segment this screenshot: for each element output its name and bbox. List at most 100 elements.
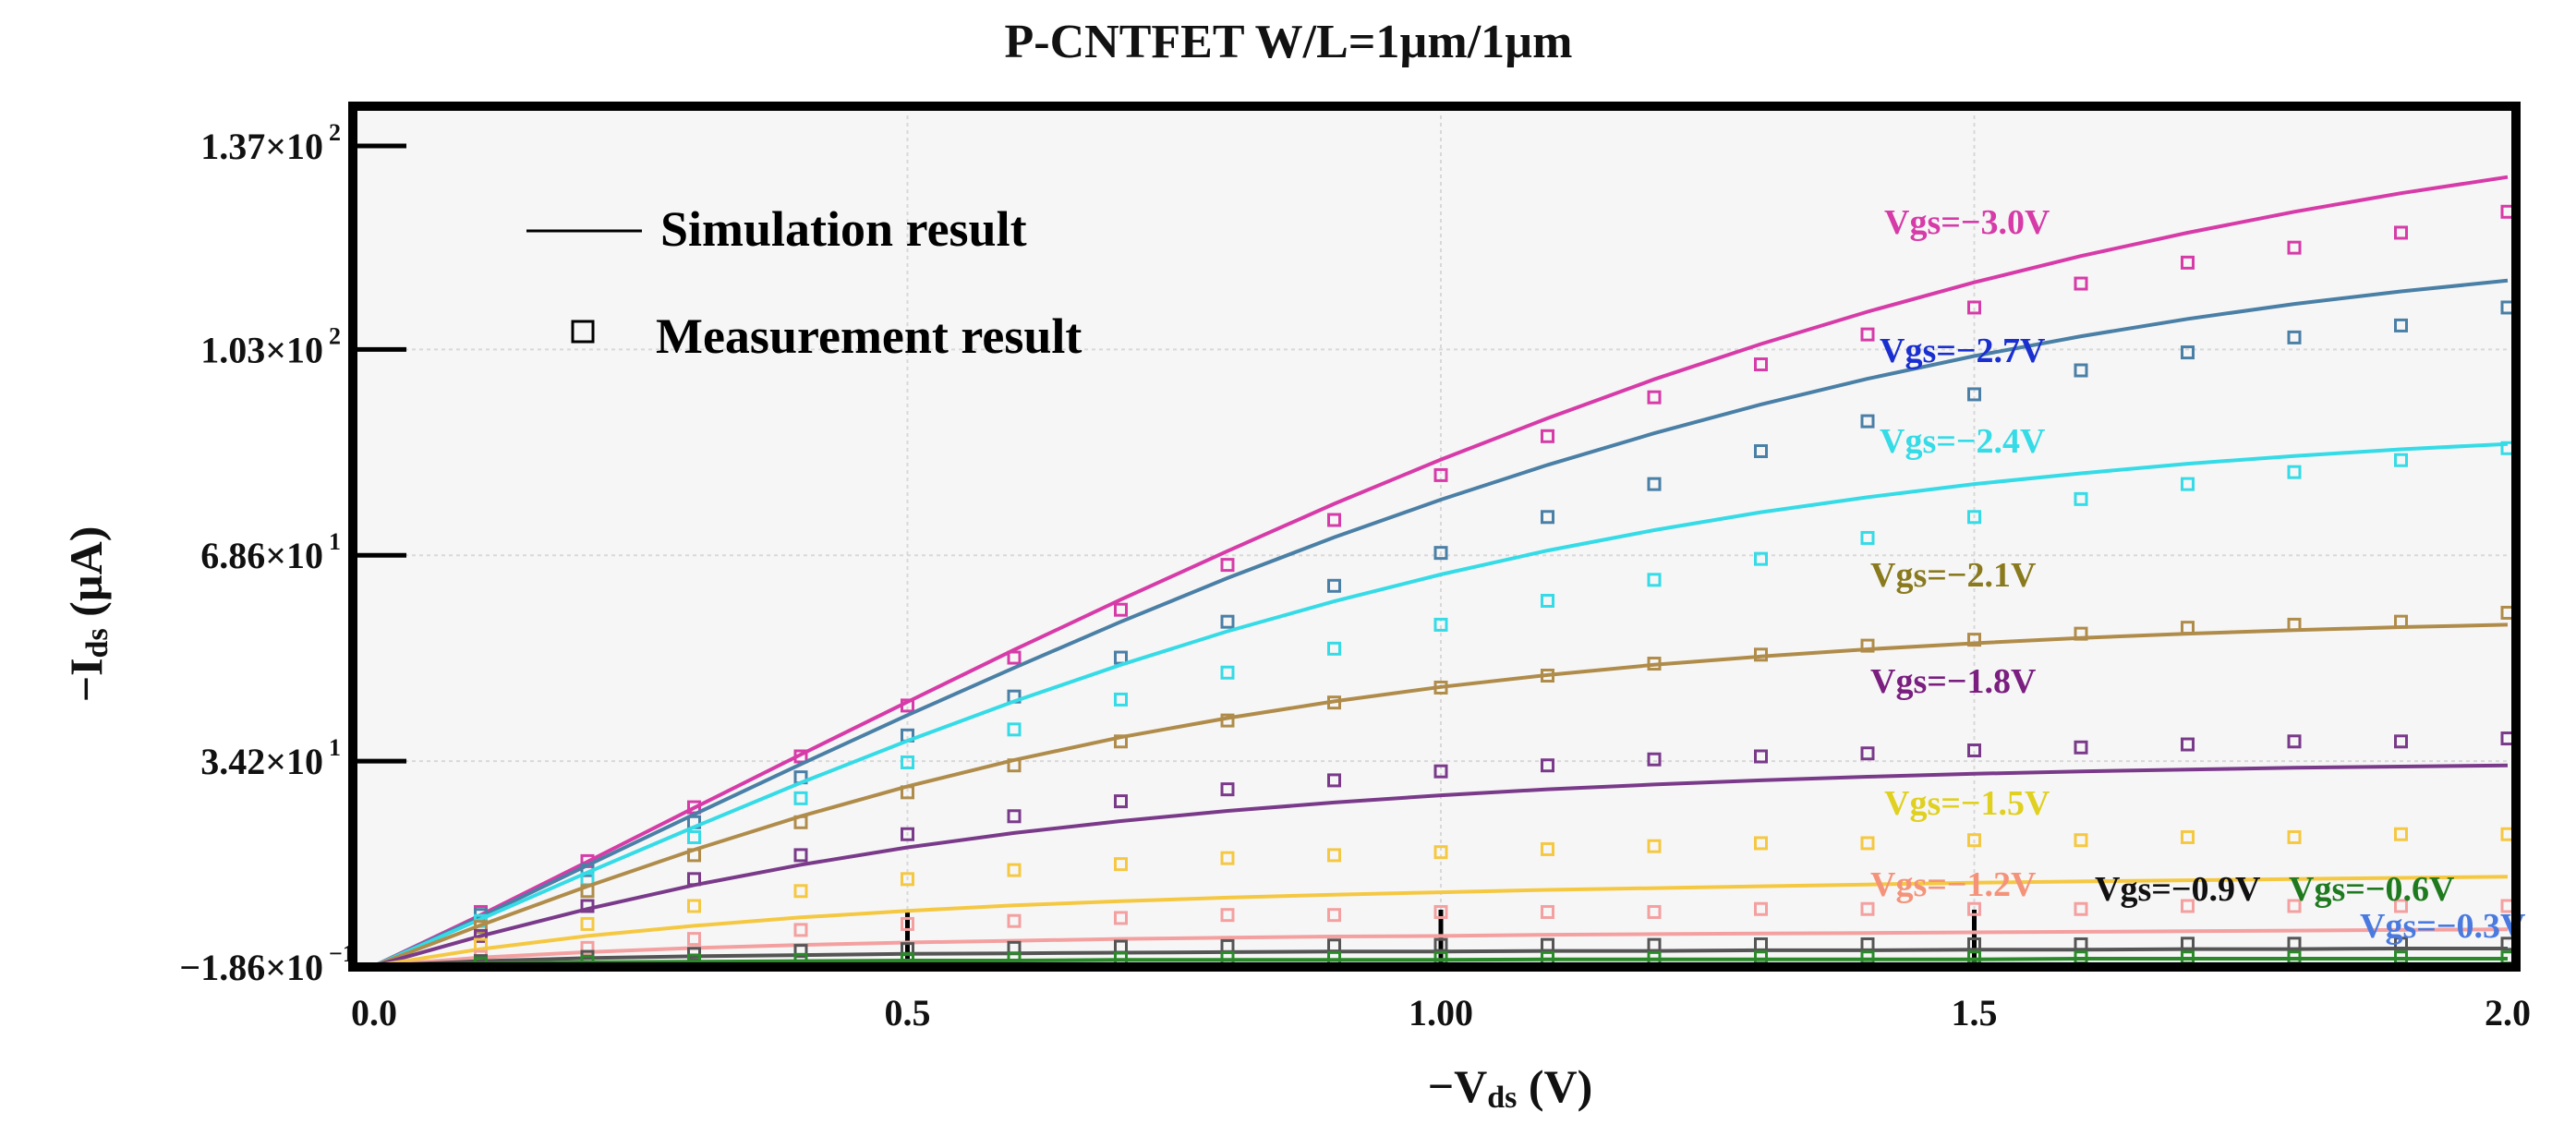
measurement-point [1967, 633, 1981, 647]
measurement-point [1007, 913, 1022, 928]
measurement-point [901, 755, 914, 769]
simulation-line [373, 175, 2509, 968]
x-axis-label: −Vds (V) [1428, 1060, 1593, 1115]
measurement-point [687, 899, 701, 913]
measurement-point [901, 785, 914, 800]
y-tick-label: 1.37×10 [200, 126, 323, 167]
measurement-point [1860, 746, 1875, 761]
legend-measurement-label: Measurement result [656, 308, 1082, 364]
x-tick-label: 0.0 [351, 992, 397, 1033]
simulation-line [373, 927, 2509, 968]
measurement-point [1220, 851, 1235, 865]
measurement-point [580, 916, 595, 931]
measurement-point [580, 884, 595, 899]
measurement-point [1220, 614, 1235, 629]
measurement-point [1433, 546, 1448, 561]
measurement-point [1433, 764, 1448, 779]
measurement-point [1754, 357, 1768, 372]
measurement-point [1220, 713, 1235, 728]
simulation-line [373, 441, 2509, 968]
measurement-point [1114, 911, 1128, 925]
series-vgs-1-2v: Vgs=−1.2V [373, 865, 2515, 968]
measurement-point [2181, 899, 2195, 913]
measurement-point [687, 932, 701, 947]
measurement-point [2074, 740, 2088, 755]
measurement-point [2287, 829, 2302, 844]
measurement-point [1860, 327, 1875, 342]
measurement-point [1433, 937, 1448, 952]
measurement-point [1433, 617, 1448, 632]
measurement-point [1647, 573, 1662, 587]
measurement-point [2394, 614, 2408, 629]
simulation-line [373, 763, 2509, 968]
series-label: Vgs=−3.0V [1884, 203, 2050, 242]
measurement-point [1007, 863, 1022, 877]
measurement-point [1541, 510, 1554, 525]
y-tick-exponent: 1 [329, 528, 341, 555]
y-tick-label: 3.42×10 [200, 741, 323, 782]
measurement-point [1114, 602, 1128, 617]
measurement-point [580, 899, 595, 913]
plot-frame [348, 102, 2521, 972]
measurement-point [2287, 617, 2302, 632]
measurement-point [2181, 829, 2195, 844]
measurement-point [1860, 901, 1875, 916]
measurement-point [1220, 665, 1235, 680]
measurement-point [1647, 839, 1662, 853]
series-vgs-2-1v: Vgs=−2.1V [373, 556, 2515, 968]
chart-title: P-CNTFET W/L=1µm/1µm [1005, 16, 1573, 68]
measurement-point [1433, 845, 1448, 860]
measurement-point [1327, 695, 1341, 710]
measurement-point [793, 815, 808, 829]
series-label: Vgs=−1.2V [1870, 865, 2037, 904]
measurement-point [474, 928, 488, 943]
measurement-point [1541, 758, 1554, 773]
measurement-point [1541, 669, 1554, 683]
measurement-point [1754, 647, 1768, 662]
measurement-point [1860, 937, 1875, 951]
measurement-point [1860, 638, 1875, 653]
measurement-point [1114, 857, 1128, 872]
simulation-line [373, 957, 2508, 968]
measurement-point [1967, 510, 1981, 525]
measurement-point [1327, 848, 1341, 863]
measurement-point [2394, 937, 2408, 951]
measurement-point [580, 940, 595, 955]
y-tick-label: 1.03×10 [200, 329, 323, 370]
measurement-point [1647, 477, 1662, 491]
measurement-point [2074, 833, 2088, 848]
measurement-point [2074, 901, 2088, 916]
y-tick-exponent: 1 [329, 734, 341, 761]
measurement-point [1007, 650, 1022, 665]
measurement-point [1327, 938, 1341, 953]
measurement-point [793, 884, 808, 899]
measurement-point [1433, 680, 1448, 695]
measurement-point [1754, 901, 1768, 916]
measurement-point [2074, 626, 2088, 641]
measurement-point [1967, 833, 1981, 848]
measurement-point [687, 872, 701, 887]
measurement-point [1647, 937, 1662, 952]
measurement-point [1541, 593, 1554, 608]
measurement-point [2394, 899, 2408, 913]
measurement-point [2394, 827, 2408, 841]
series-label: Vgs=−0.9V [2095, 870, 2261, 909]
measurement-point [1541, 429, 1554, 443]
measurement-point [1860, 836, 1875, 851]
x-tick-label: 0.5 [885, 992, 931, 1033]
measurement-point [2287, 465, 2302, 479]
measurement-point [1007, 758, 1022, 773]
measurement-point [2074, 363, 2088, 378]
measurement-point [1754, 937, 1768, 951]
simulation-line [373, 278, 2509, 968]
measurement-point [1007, 809, 1022, 824]
measurement-point [901, 916, 914, 931]
y-axis-label: −Ids (µA) [60, 526, 115, 703]
y-tick-exponent: 2 [329, 322, 341, 349]
measurement-point [1754, 551, 1768, 566]
measurement-point [793, 944, 808, 959]
measurement-point [1541, 937, 1554, 952]
series-vgs-1-5v: Vgs=−1.5V [373, 784, 2515, 968]
measurement-point [1007, 722, 1022, 737]
